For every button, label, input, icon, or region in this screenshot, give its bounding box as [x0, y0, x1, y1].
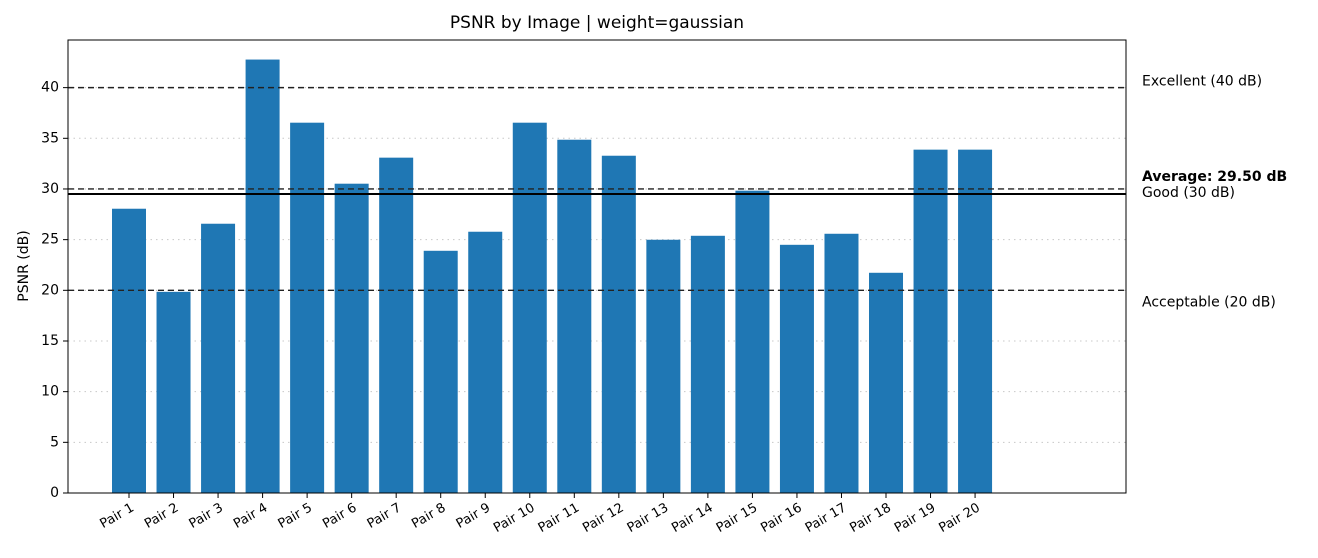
bar — [156, 291, 191, 493]
average-label: Average: 29.50 dB — [1142, 169, 1287, 185]
x-tick-label: Pair 17 — [803, 501, 849, 536]
bar — [690, 235, 725, 494]
y-tick-label: 25 — [41, 232, 59, 248]
bar — [245, 59, 280, 494]
y-tick-label: 10 — [41, 384, 59, 400]
x-tick-label: Pair 11 — [536, 501, 582, 536]
x-tick-label: Pair 20 — [936, 501, 982, 536]
x-tick-label: Pair 10 — [491, 501, 537, 536]
bar — [290, 122, 325, 493]
y-tick-label: 40 — [41, 80, 59, 96]
bar — [423, 250, 458, 493]
y-tick-label: 5 — [50, 434, 59, 450]
y-tick-label: 30 — [41, 181, 59, 197]
bar — [913, 149, 948, 493]
y-tick-label: 35 — [41, 130, 59, 146]
x-tick-label: Pair 13 — [625, 501, 671, 536]
bar — [958, 149, 993, 493]
y-axis-label: PSNR (dB) — [16, 230, 32, 301]
x-tick-label: Pair 18 — [847, 501, 893, 536]
x-tick-label: Pair 4 — [231, 501, 270, 532]
bar — [824, 233, 859, 493]
x-tick-label: Pair 3 — [187, 501, 226, 532]
x-tick-label: Pair 14 — [669, 501, 715, 536]
bar — [557, 139, 592, 493]
reference-label: Excellent (40 dB) — [1142, 74, 1262, 90]
x-tick-label: Pair 8 — [409, 501, 448, 532]
bar — [112, 208, 146, 493]
bar — [512, 122, 547, 493]
y-tick-label: 0 — [50, 485, 59, 501]
x-tick-label: Pair 7 — [365, 501, 404, 532]
bar — [601, 155, 636, 493]
bar — [869, 272, 904, 493]
x-tick-label: Pair 12 — [580, 501, 626, 536]
x-tick-label: Pair 6 — [320, 501, 359, 532]
bar — [379, 157, 414, 493]
reference-label: Acceptable (20 dB) — [1142, 294, 1276, 310]
chart-title: PSNR by Image | weight=gaussian — [450, 13, 744, 33]
bar — [468, 231, 503, 493]
bar — [779, 244, 814, 493]
x-tick-label: Pair 19 — [892, 501, 938, 536]
x-tick-label: Pair 15 — [714, 501, 760, 536]
y-tick-label: 15 — [41, 333, 59, 349]
x-tick-label: Pair 9 — [454, 501, 493, 532]
bar — [735, 190, 770, 493]
y-tick-label: 20 — [41, 282, 59, 298]
x-tick-label: Pair 1 — [98, 501, 137, 532]
x-tick-label: Pair 2 — [142, 501, 181, 532]
bar — [201, 223, 236, 493]
x-tick-label: Pair 5 — [276, 501, 315, 532]
reference-label: Good (30 dB) — [1142, 185, 1235, 201]
plot-frame — [67, 39, 1127, 494]
x-tick-label: Pair 16 — [758, 501, 804, 536]
bar — [646, 239, 681, 493]
bar — [334, 183, 369, 493]
